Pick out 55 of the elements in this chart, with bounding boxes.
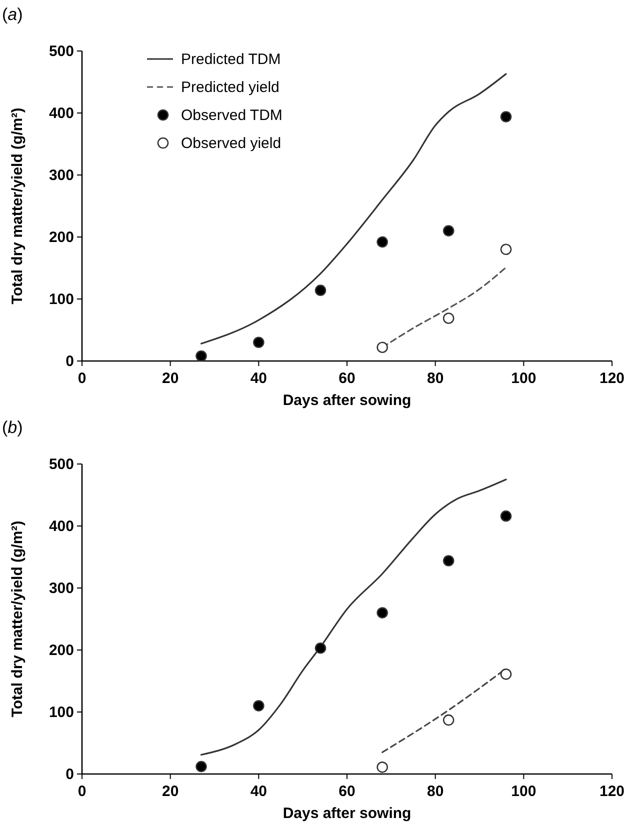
y-axis-title: Total dry matter/yield (g/m²) bbox=[9, 520, 26, 718]
y-tick-label: 500 bbox=[48, 43, 74, 60]
x-tick-label: 100 bbox=[511, 783, 536, 800]
point bbox=[442, 312, 454, 324]
point bbox=[196, 350, 207, 362]
x-tick-label: 80 bbox=[426, 370, 444, 387]
x-tick-label: 40 bbox=[250, 370, 268, 387]
y-tick-label: 100 bbox=[48, 704, 74, 721]
x-tick-label: 60 bbox=[338, 370, 356, 387]
point bbox=[500, 510, 512, 522]
y-tick-label: 500 bbox=[48, 456, 74, 473]
legend-label: Observed TDM bbox=[181, 107, 282, 124]
chart-title: (a) bbox=[2, 5, 23, 24]
x-tick-label: 20 bbox=[162, 783, 179, 800]
point bbox=[376, 607, 388, 618]
point bbox=[376, 342, 388, 354]
point bbox=[500, 244, 512, 256]
y-tick-label: 200 bbox=[48, 229, 74, 246]
line-series bbox=[200, 478, 507, 756]
x-tick-label: 120 bbox=[599, 370, 625, 387]
y-tick-label: 300 bbox=[48, 580, 74, 597]
point bbox=[376, 236, 388, 248]
point bbox=[442, 714, 454, 726]
y-tick-label: 300 bbox=[48, 167, 74, 184]
y-axis-title: Total dry matter/yield (g/m²) bbox=[9, 108, 26, 304]
x-tick-label: 0 bbox=[78, 370, 86, 387]
y-tick-label: 200 bbox=[48, 642, 74, 659]
legend-label: Observed yield bbox=[181, 135, 282, 152]
point bbox=[253, 700, 264, 712]
x-tick-label: 40 bbox=[250, 783, 268, 800]
x-tick-label: 0 bbox=[78, 783, 86, 800]
point bbox=[500, 111, 512, 122]
point bbox=[196, 760, 207, 772]
x-tick-label: 120 bbox=[599, 783, 625, 800]
chart-title: (b) bbox=[2, 418, 23, 437]
y-tick-label: 0 bbox=[66, 353, 74, 370]
point bbox=[442, 555, 454, 566]
y-tick-label: 0 bbox=[66, 766, 74, 783]
point bbox=[500, 668, 512, 680]
x-tick-label: 100 bbox=[511, 370, 536, 387]
x-axis-title: Days after sowing bbox=[282, 392, 412, 409]
legend-label: Predicted TDM bbox=[181, 51, 281, 68]
y-tick-label: 100 bbox=[48, 291, 74, 308]
x-axis-title: Days after sowing bbox=[282, 805, 412, 822]
x-tick-label: 60 bbox=[338, 783, 356, 800]
x-tick-label: 20 bbox=[162, 370, 179, 387]
legend-label: Predicted yield bbox=[181, 79, 280, 96]
y-tick-label: 400 bbox=[48, 105, 74, 122]
x-tick-label: 80 bbox=[426, 783, 444, 800]
y-tick-label: 400 bbox=[48, 518, 74, 535]
point bbox=[314, 284, 326, 296]
point bbox=[253, 336, 264, 348]
point bbox=[314, 642, 326, 654]
point bbox=[442, 225, 454, 236]
point bbox=[376, 762, 388, 773]
